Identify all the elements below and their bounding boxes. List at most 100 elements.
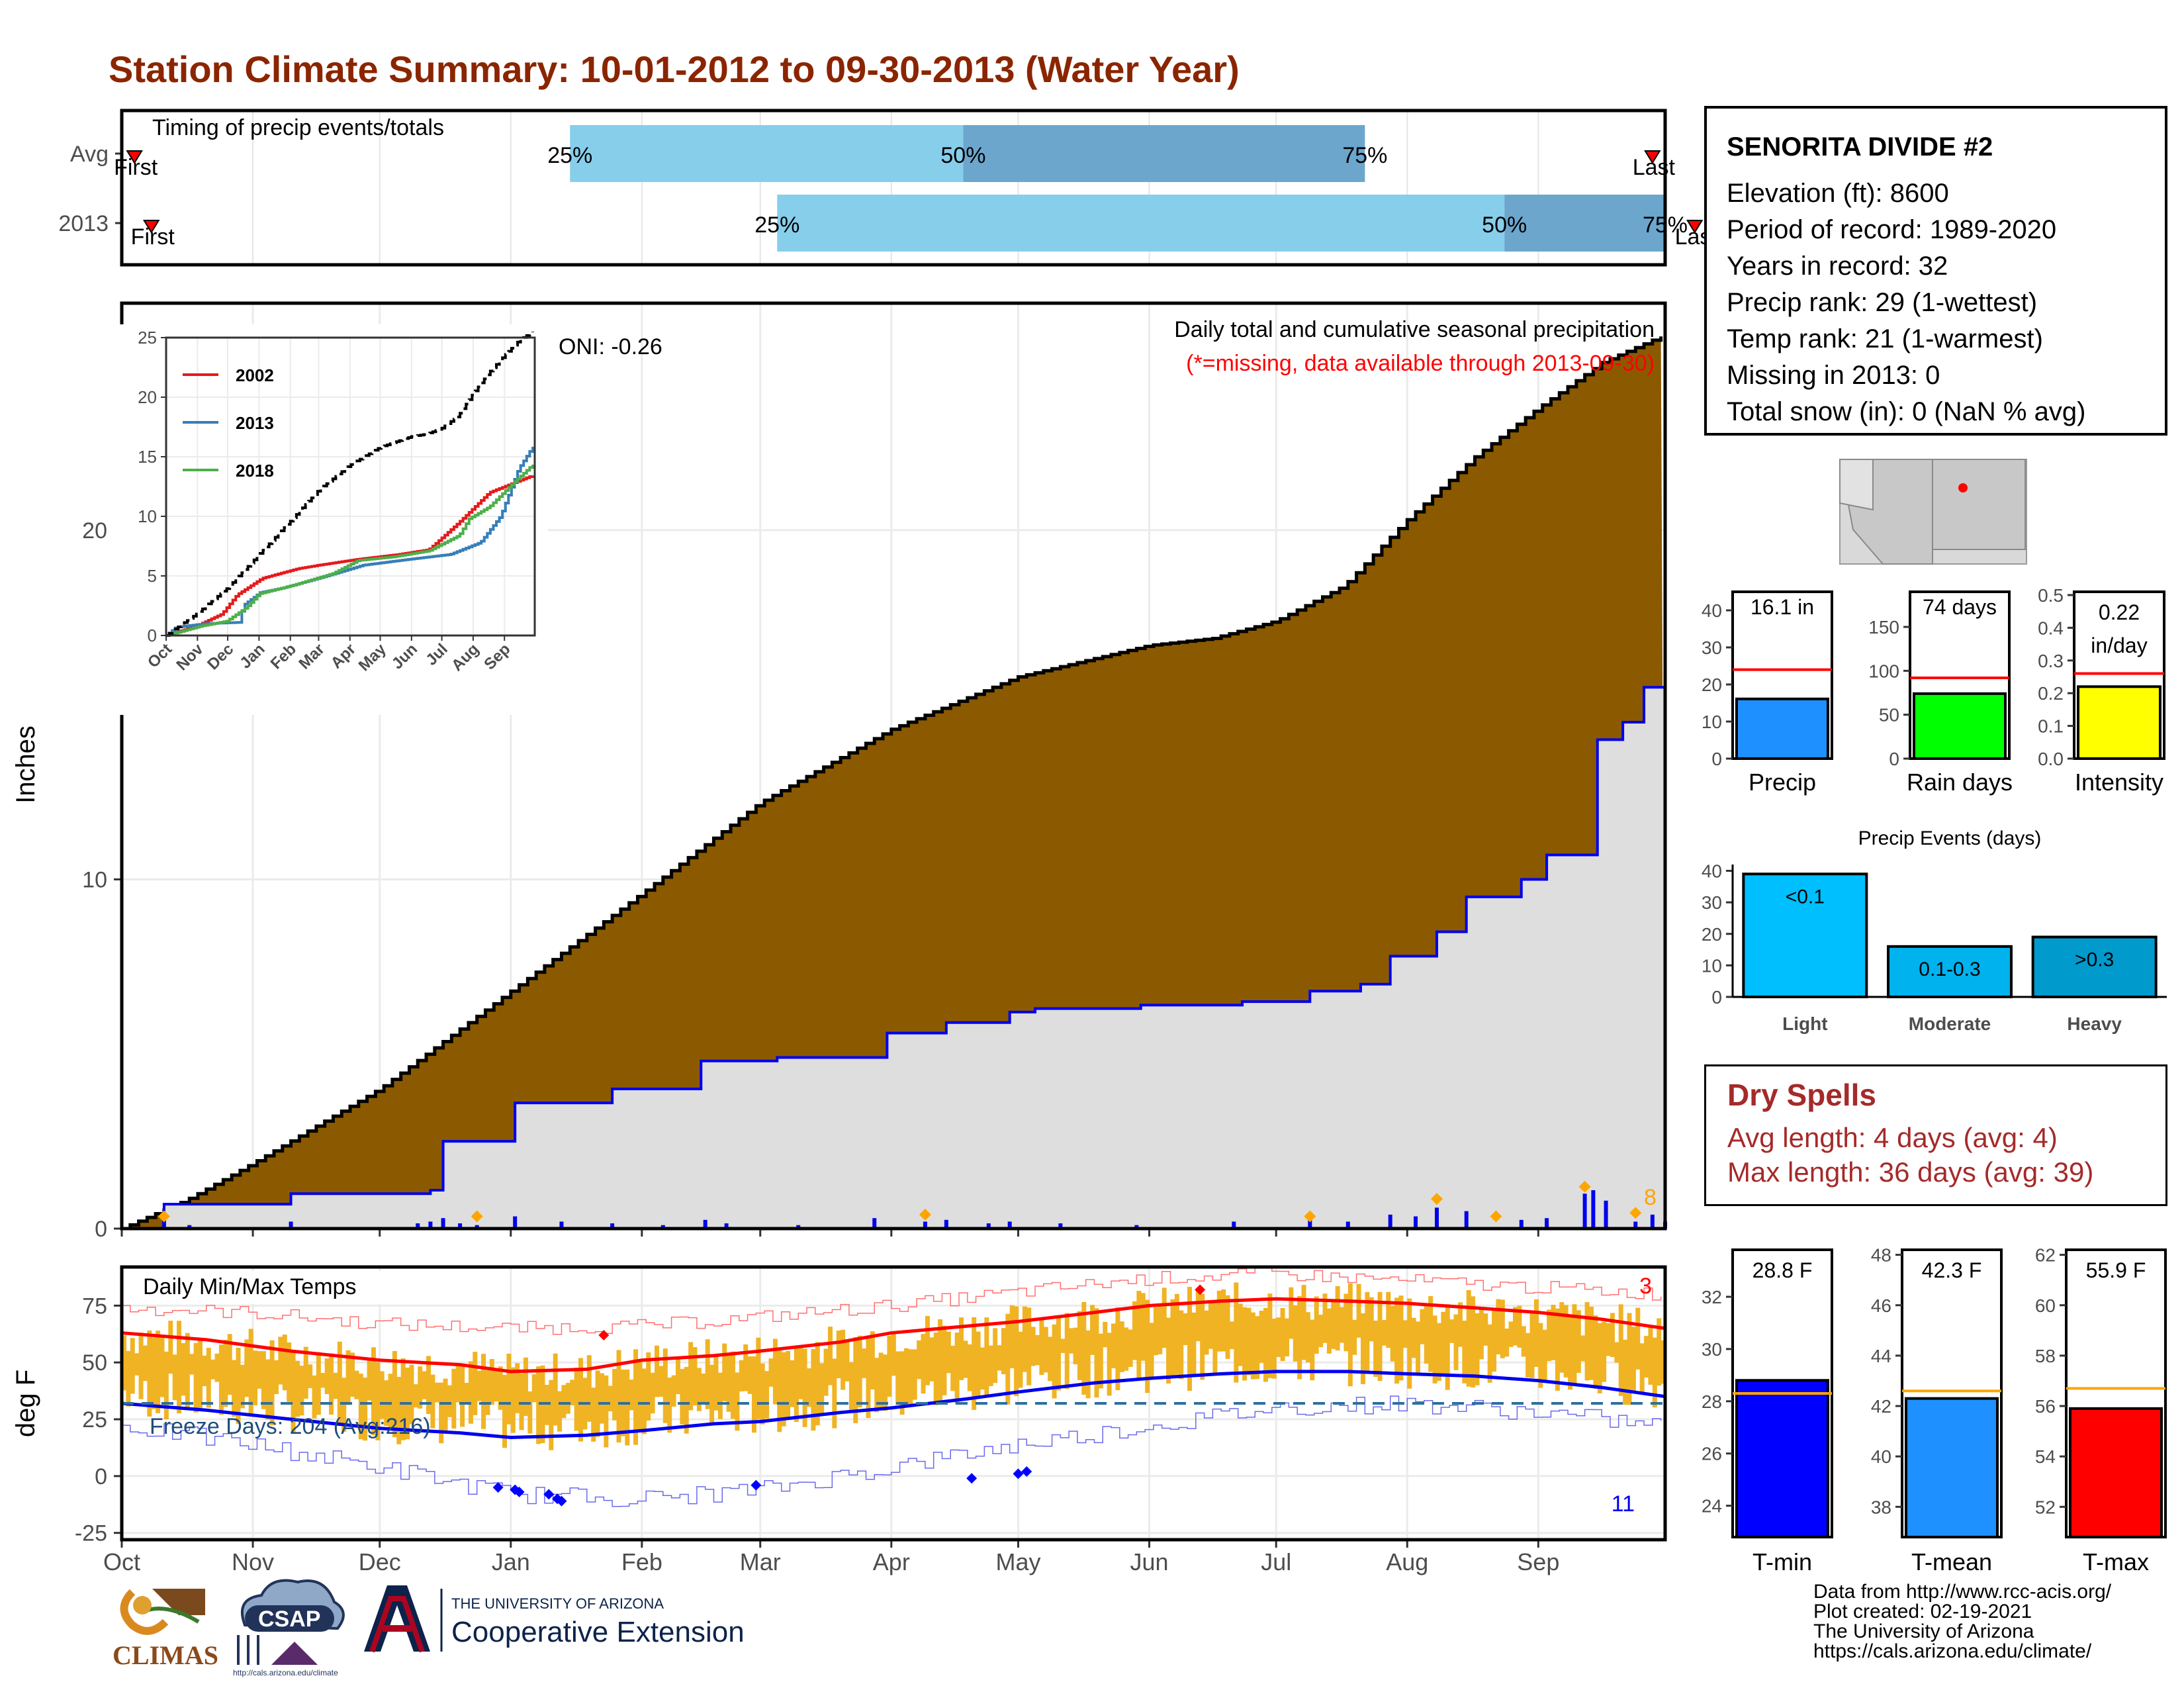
daily-temp-bar <box>1301 1285 1306 1360</box>
daily-temp-bar <box>189 1354 195 1375</box>
daily-temp-bar <box>1289 1287 1294 1339</box>
extreme-precip-marker <box>158 1210 170 1223</box>
daily-temp-bar <box>637 1361 643 1432</box>
daily-temp-bar <box>1644 1336 1649 1378</box>
daily-temp-bar <box>1496 1299 1501 1355</box>
tmin_summary-ytick-label: 26 <box>1702 1444 1722 1464</box>
daily-temp-bar <box>413 1384 418 1408</box>
daily-temp-bar <box>870 1331 875 1389</box>
daily-temp-bar <box>857 1335 862 1408</box>
timing-label-50: 50% <box>940 143 985 168</box>
daily-temp-bar <box>269 1340 275 1426</box>
daily-precip-bar <box>610 1223 615 1229</box>
tmax_summary-bar <box>2069 1407 2163 1538</box>
daily-temp-bar <box>1436 1323 1441 1381</box>
intensity-unit-label: in/day <box>2091 633 2147 657</box>
inset-series-line <box>166 475 534 637</box>
station-elevation: Elevation (ft): 8600 <box>1727 179 1949 208</box>
daily-temp-bar <box>933 1333 938 1405</box>
month-axis-label: Jun <box>1130 1548 1169 1575</box>
daily-temp-bar <box>1229 1321 1234 1350</box>
daily-temp-bar <box>1216 1290 1222 1352</box>
daily-precip-bar <box>1591 1190 1596 1229</box>
daily-temp-bar <box>1453 1314 1459 1370</box>
daily-temp-bar <box>1529 1310 1535 1378</box>
daily-temp-bar <box>883 1354 888 1411</box>
precip-events-chart: Precip Events (days) <0.1 Light 0.1-0.3 Mode… <box>1702 827 2167 1034</box>
daily-temp-bar <box>1471 1296 1476 1388</box>
daily-precip-bar <box>944 1219 948 1229</box>
daily-temp-bar <box>329 1353 334 1415</box>
daily-temp-bar <box>434 1382 439 1403</box>
station-temp-rank: Temp rank: 21 (1-warmest) <box>1727 324 2043 353</box>
daily-precip-bar <box>161 1219 166 1229</box>
daily-temp-bar <box>439 1382 444 1444</box>
daily-temp-bar <box>218 1344 224 1415</box>
month-axis-label: Mar <box>740 1548 781 1575</box>
tmax_summary-ytick-label: 60 <box>2035 1295 2056 1316</box>
daily-temp-bar <box>142 1345 148 1382</box>
tmin_summary-ytick-label: 30 <box>1702 1339 1722 1360</box>
daily-temp-bar <box>815 1342 820 1426</box>
precip-events-ytick-label: 40 <box>1702 861 1722 882</box>
daily-temp-bar <box>781 1352 786 1427</box>
daily-temp-bar <box>954 1333 960 1405</box>
daily-temp-bar <box>177 1321 182 1414</box>
daily-temp-bar <box>156 1331 161 1413</box>
daily-temp-bar <box>1026 1307 1032 1385</box>
csap-url: http://cals.arizona.edu/climate <box>233 1668 338 1677</box>
precip_total-ytick-label: 30 <box>1702 637 1722 658</box>
precip_total-category-label: Precip <box>1749 769 1816 796</box>
daily-precip-bar <box>289 1221 293 1229</box>
temp-panel-frame <box>120 1265 1667 1542</box>
daily-temp-bar <box>1280 1307 1285 1362</box>
inset-ytick-label: 15 <box>138 447 157 467</box>
daily-temp-bar <box>1580 1335 1586 1362</box>
daily-temp-bar <box>1584 1302 1590 1381</box>
daily-temp-bar <box>772 1338 778 1405</box>
daily-precip-bar <box>1434 1207 1439 1229</box>
precip-panel-title: Daily total and cumulative seasonal prec… <box>1174 317 1655 342</box>
precip-events-category: Light <box>1782 1013 1827 1034</box>
cold-day-count: 11 <box>1612 1491 1635 1517</box>
daily-temp-bar <box>1504 1328 1510 1357</box>
daily-temp-bar <box>874 1358 880 1413</box>
precip_total-ytick-label: 40 <box>1702 600 1722 621</box>
daily-temp-bar <box>963 1340 968 1378</box>
daily-temp-bar <box>1179 1310 1184 1380</box>
daily-temp-bar <box>578 1358 584 1442</box>
daily-temp-bar <box>265 1359 271 1420</box>
temp-ytick-label: 25 <box>82 1407 107 1432</box>
daily-temp-bar <box>1360 1313 1365 1384</box>
month-axis-label: Apr <box>873 1548 910 1575</box>
daily-temp-bar <box>122 1335 126 1391</box>
tmean_summary-ytick-label: 48 <box>1871 1245 1891 1266</box>
daily-temp-bar <box>1508 1321 1514 1347</box>
daily-temp-bar <box>921 1334 926 1394</box>
daily-temp-bar <box>236 1348 241 1424</box>
daily-precip-bar <box>559 1221 564 1229</box>
daily-temp-bar <box>760 1363 765 1425</box>
daily-temp-bar <box>557 1391 563 1432</box>
daily-temp-bar <box>198 1339 203 1408</box>
daily-temp-bar <box>536 1366 541 1444</box>
inset-series-line <box>166 464 534 637</box>
daily-temp-bar <box>1483 1313 1488 1346</box>
daily-precip-bar <box>1464 1211 1469 1229</box>
daily-temp-bar <box>354 1370 359 1399</box>
daily-temp-bar <box>1094 1308 1099 1398</box>
daily-temp-bar <box>1271 1318 1277 1379</box>
daily-temp-bar <box>696 1368 702 1411</box>
daily-precip-bar <box>1604 1200 1608 1229</box>
station-total-snow: Total snow (in): 0 (NaN % avg) <box>1727 397 2086 426</box>
daily-temp-bar <box>473 1352 478 1415</box>
precip-panel-subtitle: (*=missing, data available through 2013-… <box>1186 351 1655 376</box>
daily-temp-bar <box>1386 1291 1391 1348</box>
daily-temp-bar <box>447 1385 452 1417</box>
intensity-ytick-label: 0.3 <box>2038 651 2064 671</box>
daily-temp-bar <box>1512 1307 1518 1346</box>
daily-temp-bar <box>565 1383 570 1414</box>
daily-temp-bar <box>1521 1326 1526 1357</box>
tmax-record-line <box>122 1267 1662 1335</box>
daily-temp-bar <box>159 1335 165 1397</box>
